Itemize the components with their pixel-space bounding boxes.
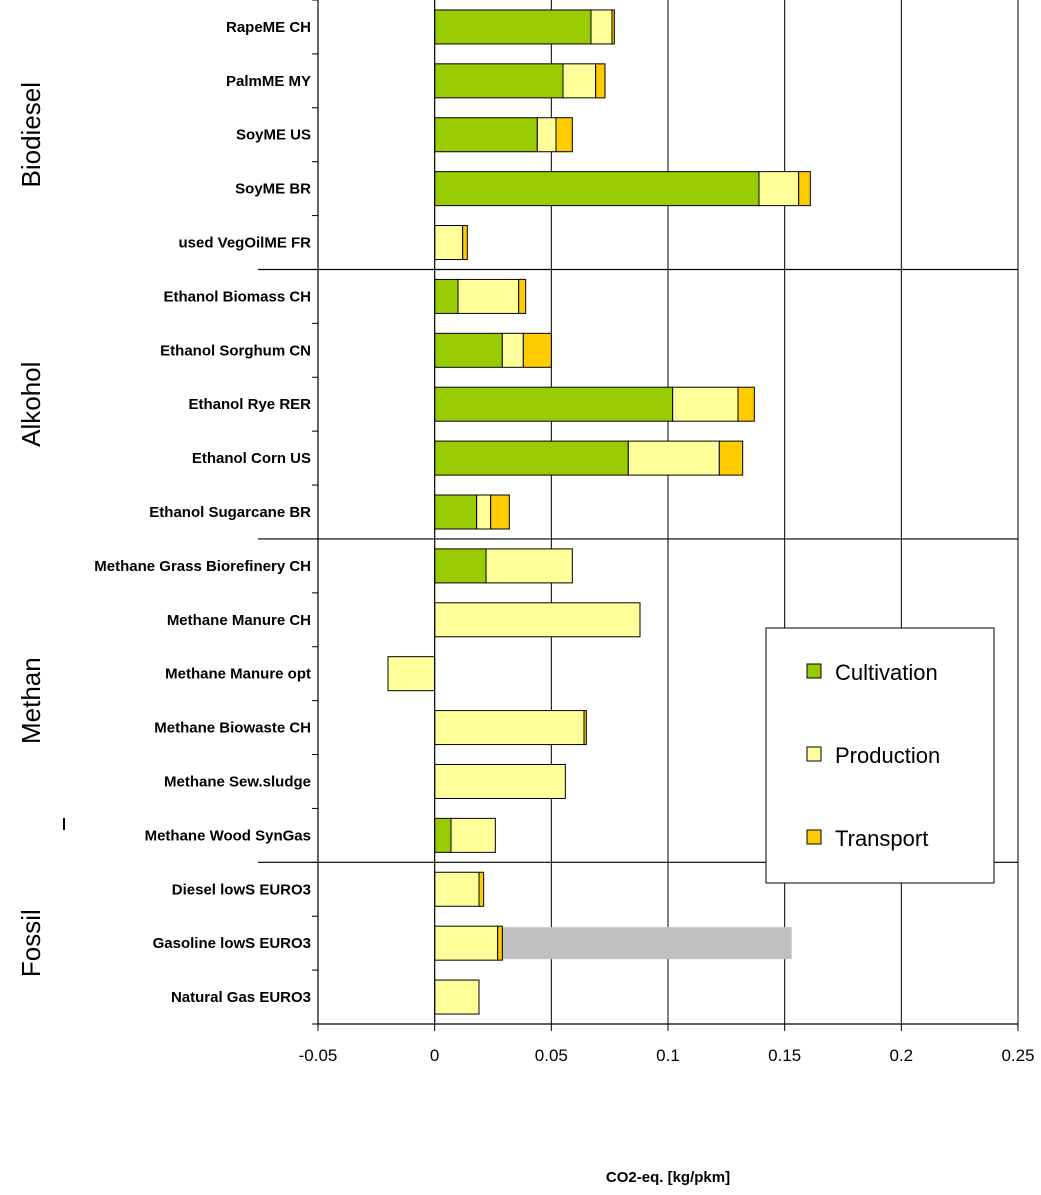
bar-transport <box>583 710 587 746</box>
x-tick-label: 0 <box>430 1046 439 1065</box>
x-tick-label: -0.05 <box>299 1046 338 1065</box>
bar-production <box>476 494 492 530</box>
category-label: Methane Manure CH <box>167 612 311 629</box>
bar-production <box>450 817 496 853</box>
bar-production <box>434 979 480 1015</box>
group-label: Alkohol <box>16 362 46 447</box>
bar-production <box>434 871 480 907</box>
x-tick-label: 0.15 <box>768 1046 801 1065</box>
category-label: used VegOilME FR <box>178 235 311 252</box>
bar-transport <box>718 440 744 476</box>
bar-transport <box>522 332 552 368</box>
category-label: Methane Manure opt <box>165 666 311 683</box>
bar-transport <box>490 494 510 530</box>
bar-transport <box>518 278 527 314</box>
bar-transport <box>595 63 606 99</box>
legend-label-cultivation: Cultivation <box>835 660 938 685</box>
category-label: Methane Sew.sludge <box>164 773 311 790</box>
legend: Cultivation Production Transport <box>765 627 995 884</box>
bar-transport <box>798 171 811 207</box>
bar-transport <box>737 386 755 422</box>
bar-production <box>562 63 597 99</box>
bar-transport <box>555 117 573 153</box>
category-label: Methane Biowaste CH <box>154 720 311 737</box>
legend-box <box>765 627 995 884</box>
x-tick-label: 0.2 <box>890 1046 914 1065</box>
bar-production <box>758 171 800 207</box>
category-label: Diesel lowS EURO3 <box>172 881 311 898</box>
category-label: Gasoline lowS EURO3 <box>153 935 311 952</box>
category-label: RapeME CH <box>226 19 311 36</box>
bar-production <box>536 117 557 153</box>
category-label: SoyME US <box>236 127 311 144</box>
bar-production <box>434 602 641 638</box>
bar-cultivation <box>434 9 592 45</box>
plot-area: RapeME CH PalmME MY SoyME US SoyME BR used V… <box>16 0 1035 1065</box>
category-label: Ethanol Biomass CH <box>163 288 311 305</box>
bar-transport <box>462 225 468 261</box>
group-label: Fossil <box>16 909 46 977</box>
category-label: Methane Grass Biorefinery CH <box>94 558 311 575</box>
legend-swatch-production <box>806 746 822 762</box>
x-tick-label: 0.25 <box>1001 1046 1034 1065</box>
x-tick-label: 0.05 <box>535 1046 568 1065</box>
category-label: SoyME BR <box>235 181 311 198</box>
bar-cultivation <box>434 494 478 530</box>
bar-cultivation <box>434 440 629 476</box>
bar-cultivation <box>434 386 674 422</box>
legend-label-production: Production <box>835 743 940 768</box>
legend-swatch-transport <box>806 829 822 845</box>
bar-cultivation <box>434 63 564 99</box>
bar-production <box>457 278 520 314</box>
bar-cultivation <box>434 548 487 584</box>
bar-production <box>434 225 464 261</box>
bar-transport <box>497 925 503 961</box>
category-label: Natural Gas EURO3 <box>171 989 311 1006</box>
bar-production <box>387 656 436 692</box>
category-label: Ethanol Corn US <box>192 450 311 467</box>
bar-cultivation <box>434 171 760 207</box>
group-label: Biodiesel <box>16 82 46 188</box>
legend-label-transport: Transport <box>835 826 928 851</box>
category-label: Methane Wood SynGas <box>145 827 311 844</box>
bar-production <box>485 548 573 584</box>
category-label: Ethanol Sorghum CN <box>160 342 311 359</box>
bar-production <box>434 925 499 961</box>
bar-transport <box>611 9 615 45</box>
category-label: PalmME MY <box>226 73 311 90</box>
group-label: Methan <box>16 657 46 744</box>
bar-cultivation <box>434 117 538 153</box>
x-axis-title: CO2-eq. [kg/pkm] <box>606 1169 730 1186</box>
extra-bar <box>502 927 792 960</box>
legend-swatch-cultivation <box>806 663 822 679</box>
bar-cultivation <box>434 332 503 368</box>
bar-production <box>627 440 720 476</box>
bar-transport <box>478 871 485 907</box>
bar-production <box>672 386 739 422</box>
category-label: Ethanol Rye RER <box>188 396 311 413</box>
bar-production <box>434 710 585 746</box>
bar-cultivation <box>434 817 452 853</box>
category-label: Ethanol Sugarcane BR <box>149 504 311 521</box>
bar-production <box>434 763 566 799</box>
x-tick-label: 0.1 <box>656 1046 680 1065</box>
bar-production <box>590 9 613 45</box>
bar-production <box>501 332 524 368</box>
bar-cultivation <box>434 278 459 314</box>
